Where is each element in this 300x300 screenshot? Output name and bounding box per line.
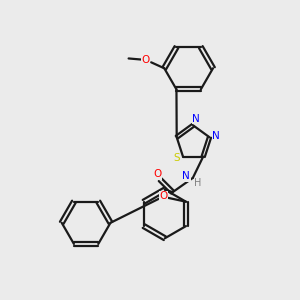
- Text: O: O: [154, 169, 162, 179]
- Text: H: H: [194, 178, 202, 188]
- Text: O: O: [160, 191, 168, 201]
- Text: O: O: [142, 55, 150, 65]
- Text: N: N: [192, 114, 200, 124]
- Text: S: S: [173, 153, 180, 163]
- Text: N: N: [182, 171, 190, 182]
- Text: N: N: [212, 131, 220, 141]
